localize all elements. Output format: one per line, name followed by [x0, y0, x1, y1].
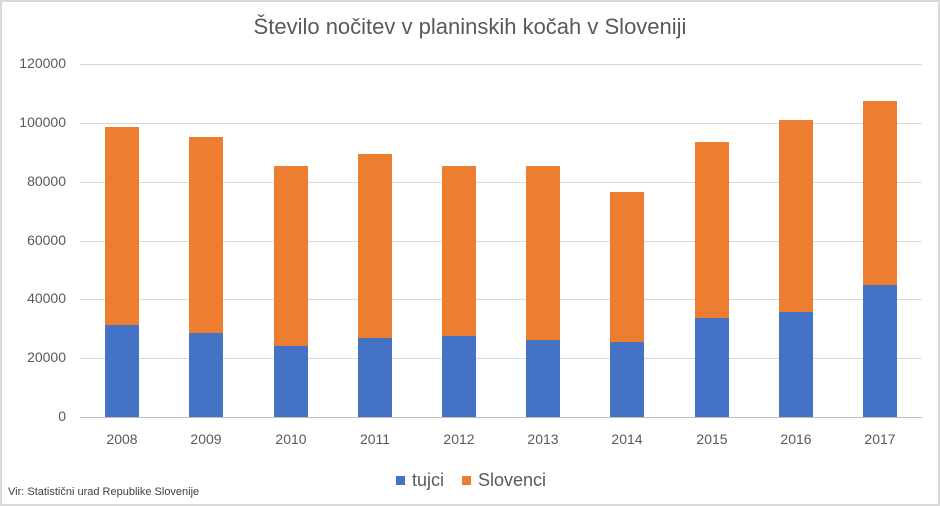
bar-segment-slovenci-2011[interactable]	[358, 153, 392, 339]
x-tick-label: 2015	[696, 431, 728, 447]
bar-segment-slovenci-2015[interactable]	[695, 141, 729, 318]
y-tick-label: 60000	[27, 232, 66, 248]
bar-segment-tujci-2008[interactable]	[105, 325, 139, 417]
x-tick-label: 2017	[864, 431, 896, 447]
x-tick-label: 2013	[527, 431, 559, 447]
x-tick-label: 2008	[106, 431, 138, 447]
gridline	[80, 358, 922, 359]
bar-segment-slovenci-2008[interactable]	[105, 127, 139, 326]
bar-segment-tujci-2012[interactable]	[442, 335, 476, 417]
x-tick-label: 2010	[275, 431, 307, 447]
bar-segment-tujci-2009[interactable]	[189, 333, 223, 417]
legend-label: tujci	[412, 470, 445, 490]
bar-segment-tujci-2015[interactable]	[695, 317, 729, 417]
y-tick-label: 20000	[27, 349, 66, 365]
bar-segment-tujci-2011[interactable]	[358, 338, 392, 417]
bar-segment-slovenci-2017[interactable]	[863, 100, 897, 286]
x-axis-line	[80, 417, 922, 418]
x-tick-label: 2014	[611, 431, 643, 447]
x-tick-label: 2016	[780, 431, 812, 447]
legend-swatch-slovenci-icon	[462, 476, 472, 485]
bar-segment-slovenci-2016[interactable]	[779, 120, 813, 312]
y-tick-label: 0	[58, 408, 66, 424]
bar-segment-slovenci-2009[interactable]	[189, 136, 223, 334]
bar-segment-tujci-2016[interactable]	[779, 311, 813, 417]
chart-title: Število nočitev v planinskih kočah v Slo…	[253, 14, 687, 39]
bar-segment-tujci-2017[interactable]	[863, 285, 897, 417]
gridline	[80, 241, 922, 242]
source-note: Vir: Statistični urad Republike Slovenij…	[8, 486, 200, 498]
x-tick-label: 2011	[359, 431, 391, 447]
legend-item-tujci[interactable]: tujci	[396, 470, 444, 491]
legend-swatch-tujci-icon	[396, 476, 405, 485]
x-tick-label: 2012	[443, 431, 475, 447]
bar-segment-slovenci-2010[interactable]	[274, 166, 308, 347]
x-tick-label: 2009	[190, 431, 222, 447]
gridline	[80, 123, 922, 124]
y-tick-label: 80000	[27, 173, 66, 189]
y-tick-label: 40000	[27, 290, 66, 306]
bar-segment-slovenci-2014[interactable]	[610, 191, 644, 342]
gridline	[80, 299, 922, 300]
bar-segment-slovenci-2012[interactable]	[442, 165, 476, 336]
y-tick-label: 100000	[19, 114, 66, 130]
legend-item-slovenci[interactable]: Slovenci	[462, 470, 546, 491]
bar-segment-tujci-2010[interactable]	[274, 346, 308, 417]
y-tick-label: 120000	[19, 55, 66, 71]
gridline	[80, 182, 922, 183]
legend-label: Slovenci	[478, 470, 547, 490]
bar-segment-tujci-2013[interactable]	[526, 339, 560, 417]
bar-segment-slovenci-2013[interactable]	[526, 165, 560, 340]
legend: tujci Slovenci	[396, 470, 564, 491]
bar-segment-tujci-2014[interactable]	[610, 341, 644, 417]
gridline	[80, 64, 922, 65]
